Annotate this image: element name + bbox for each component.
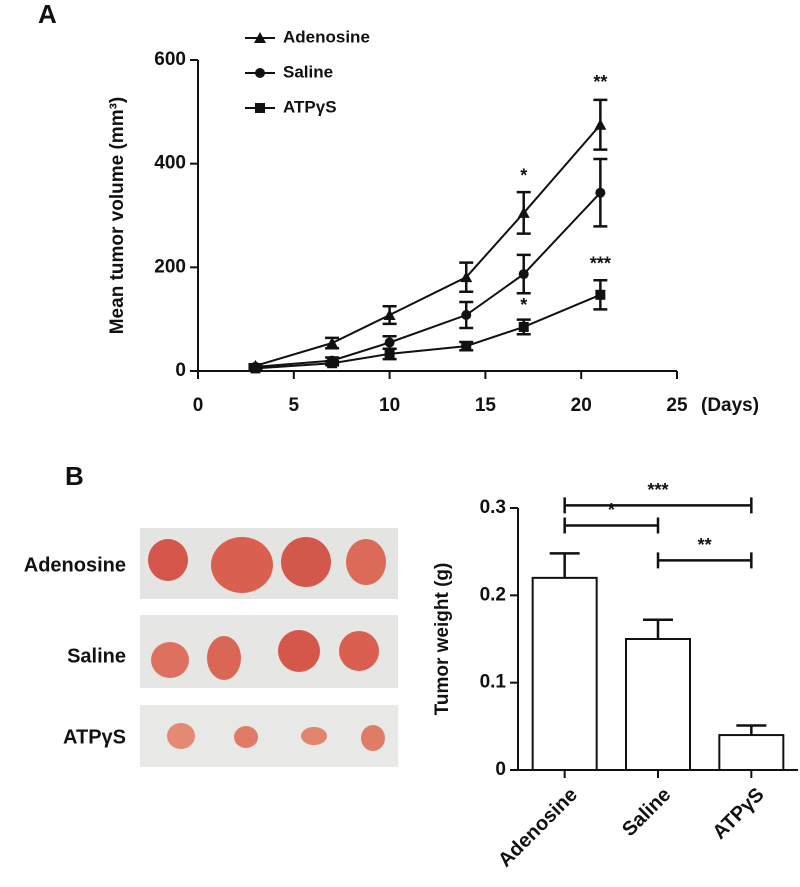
photo-row-label: Saline <box>67 645 126 667</box>
significance-bracket <box>656 552 753 569</box>
error-bar <box>736 724 767 736</box>
y-tick-label: 0.1 <box>480 672 507 693</box>
series-line <box>255 293 601 370</box>
marker <box>517 206 530 218</box>
bar <box>531 576 598 771</box>
x-tick-label: 15 <box>475 395 497 416</box>
legend-marker <box>254 32 266 43</box>
panel-label: A <box>38 0 57 29</box>
legend-marker <box>255 103 265 113</box>
x-tick-label: 20 <box>571 395 592 416</box>
x-tick-label: 25 <box>666 395 688 416</box>
error-bar <box>549 552 580 578</box>
marker <box>460 271 473 283</box>
x-tick-label: Saline <box>618 784 675 841</box>
series-line <box>255 192 602 368</box>
significance-bracket <box>563 517 660 534</box>
significance-label: * <box>520 165 527 185</box>
marker <box>595 187 606 198</box>
x-tick-label: 0 <box>193 395 204 416</box>
significance-label: ** <box>593 72 607 92</box>
significance-label: * <box>520 295 527 315</box>
significance-label: * <box>608 500 615 520</box>
marker <box>326 337 339 349</box>
legend-label: ATPγS <box>283 97 337 116</box>
marker <box>518 321 529 332</box>
marker <box>594 118 607 130</box>
legend-label: Saline <box>283 62 333 81</box>
marker <box>595 289 606 300</box>
bar <box>625 638 691 771</box>
series-line <box>255 124 602 367</box>
marker <box>327 358 338 369</box>
y-tick-label: 200 <box>154 256 186 277</box>
y-axis-label: Tumor weight (g) <box>432 563 453 716</box>
bar <box>718 734 785 771</box>
y-tick-label: 0.2 <box>480 584 506 605</box>
y-tick-label: 600 <box>154 49 186 70</box>
x-tick-label: 10 <box>379 395 400 416</box>
y-tick-label: 400 <box>154 153 186 174</box>
significance-label: *** <box>590 253 611 273</box>
photo-row-label: Adenosine <box>24 554 126 576</box>
significance-label: ** <box>698 535 712 555</box>
x-tick-label: ATPγS <box>709 784 769 844</box>
y-axis-label: Mean tumor volume (mm³) <box>107 97 128 335</box>
x-tick-label: 5 <box>289 395 300 416</box>
marker <box>461 310 472 321</box>
x-axis-label: (Days) <box>701 395 759 416</box>
legend-label: Adenosine <box>283 27 370 46</box>
significance-bracket <box>563 497 753 514</box>
panel-label: B <box>65 461 84 491</box>
significance-label: *** <box>647 480 668 500</box>
marker <box>250 363 261 374</box>
marker <box>384 348 395 359</box>
marker <box>384 337 395 348</box>
x-tick-label: Adenosine <box>494 784 582 872</box>
marker <box>461 341 472 352</box>
y-tick-label: 0 <box>495 759 506 780</box>
marker <box>383 309 396 321</box>
photo-row-label: ATPγS <box>63 726 126 748</box>
legend-marker <box>255 68 265 78</box>
marker <box>518 269 529 280</box>
error-bar <box>643 618 673 639</box>
y-tick-label: 0.3 <box>480 497 506 518</box>
y-tick-label: 0 <box>175 360 186 381</box>
tumor-photos <box>140 528 398 767</box>
